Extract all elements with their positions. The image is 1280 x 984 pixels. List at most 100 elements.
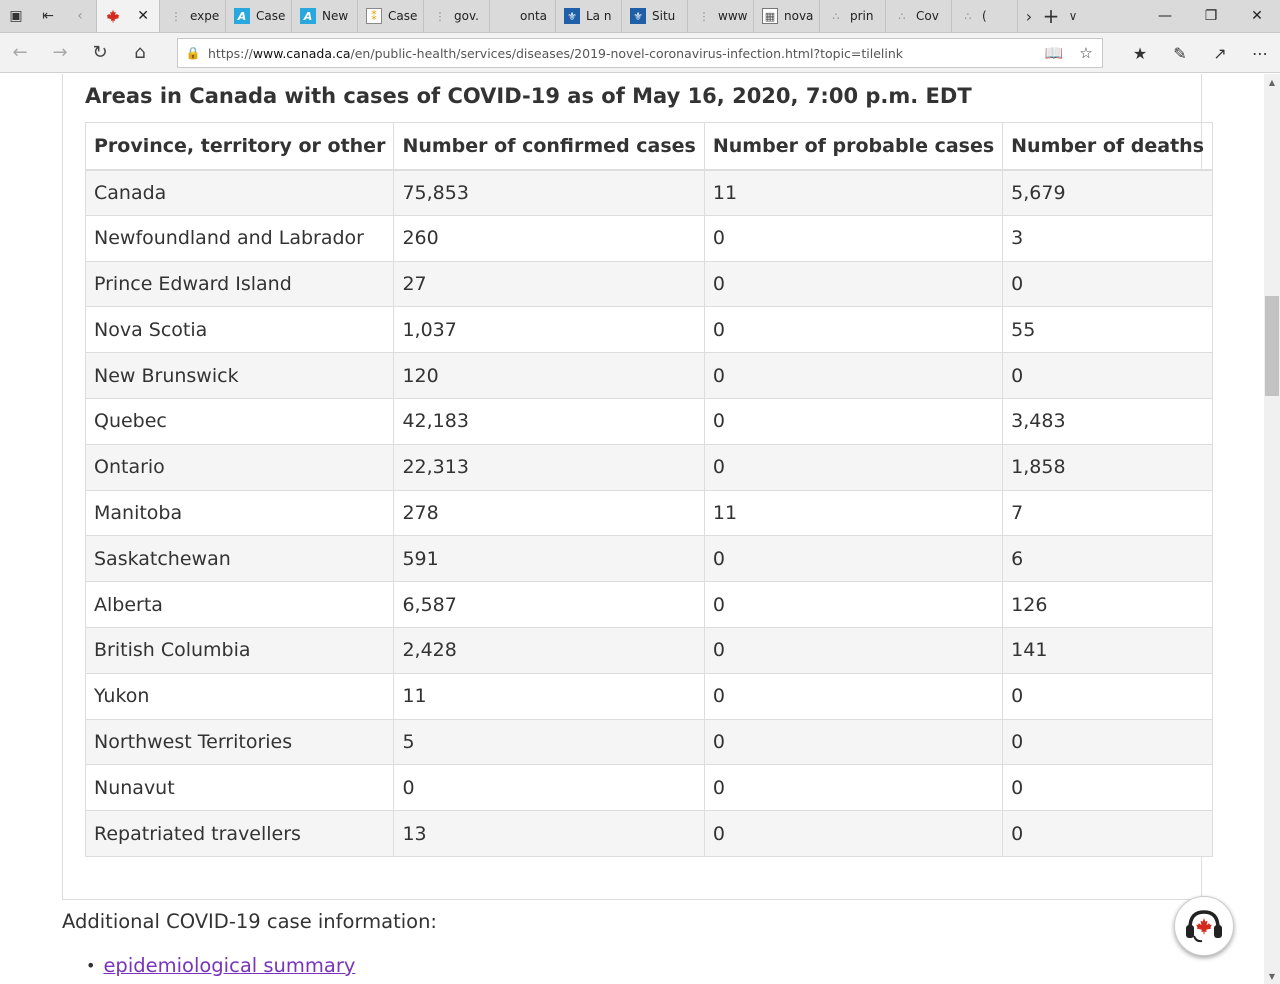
- tab-label: Case: [256, 9, 286, 23]
- table-cell: Quebec: [84, 397, 395, 445]
- more-icon[interactable]: ⋯: [1252, 43, 1268, 63]
- tab-strip: ▣ ⇤ ‹ ✕ ⋮ expe A Case A New ⁑ Case ⋮ gov. onta ⚜ La …: [0, 0, 1280, 33]
- tab-label: New: [322, 9, 349, 23]
- table-cell: 278: [393, 489, 705, 537]
- table-cell: 3: [1002, 214, 1214, 262]
- table-cell: 0: [703, 260, 1004, 308]
- tab[interactable]: ⋮ expe: [160, 0, 226, 32]
- fleur-icon: ⚜: [564, 8, 580, 24]
- table-cell: 11: [393, 672, 705, 720]
- tab-label: nova: [784, 9, 814, 23]
- table-cell: 11: [703, 169, 1004, 216]
- table-row: Yukon 11 0 0: [84, 672, 1214, 720]
- tab[interactable]: ⁑ Case: [358, 0, 424, 32]
- tab-label: Cov: [916, 9, 939, 23]
- tab[interactable]: A New: [292, 0, 358, 32]
- table-cell: 0: [703, 626, 1004, 674]
- tab[interactable]: ⋮ www: [688, 0, 754, 32]
- table-cell: 126: [1002, 581, 1214, 628]
- table-cell: 0: [703, 443, 1004, 491]
- chat-support-button[interactable]: [1174, 896, 1234, 956]
- url-field[interactable]: 🔒 https://www.canada.ca/en/public-health…: [177, 38, 1103, 68]
- tab[interactable]: ∴ prin: [820, 0, 886, 32]
- forward-icon[interactable]: →: [52, 42, 68, 63]
- table-row: Nova Scotia 1,037 0 55: [84, 306, 1214, 354]
- blank-icon: [498, 8, 514, 24]
- table-row: Quebec 42,183 0 3,483: [84, 397, 1214, 445]
- table-row: Alberta 6,587 0 126: [84, 581, 1214, 628]
- column-header: Number of probable cases: [703, 122, 1004, 171]
- page-scrollbar[interactable]: ▲ ▼: [1264, 74, 1280, 984]
- table-cell: Alberta: [84, 581, 395, 628]
- loading-icon: ∴: [964, 9, 972, 23]
- table-row: Ontario 22,313 0 1,858: [84, 443, 1214, 491]
- scroll-up-arrow-icon[interactable]: ▲: [1268, 77, 1276, 87]
- address-bar-row: ← → ↻ ⌂ 🔒 https://www.canada.ca/en/publi…: [0, 33, 1280, 73]
- table-cell: 141: [1002, 626, 1214, 674]
- table-cell: 0: [1002, 260, 1214, 308]
- table-cell: 55: [1002, 306, 1214, 354]
- scroll-tabs-left-icon[interactable]: ‹: [77, 8, 83, 24]
- scroll-tabs-right-icon[interactable]: ›: [1025, 6, 1033, 26]
- table-cell: 0: [703, 672, 1004, 720]
- table-cell: 0: [1002, 352, 1214, 399]
- table-row: Manitoba 278 11 7: [84, 489, 1214, 537]
- pen-icon[interactable]: ✎: [1173, 43, 1187, 63]
- home-icon[interactable]: ⌂: [134, 42, 146, 63]
- close-window-icon[interactable]: ✕: [1251, 8, 1263, 24]
- scroll-down-arrow-icon[interactable]: ▼: [1268, 971, 1276, 981]
- close-tab-icon[interactable]: ✕: [137, 8, 149, 24]
- column-header: Province, territory or other: [84, 122, 395, 171]
- list-item: • epidemiological summary: [86, 954, 355, 977]
- epidemiological-summary-link[interactable]: epidemiological summary: [103, 954, 356, 977]
- fleur-icon: ⚜: [630, 8, 646, 24]
- table-cell: 27: [393, 260, 705, 308]
- table-row: Prince Edward Island 27 0 0: [84, 260, 1214, 308]
- table-cell: 6: [1002, 535, 1214, 583]
- tab-actions-icon[interactable]: ▣: [9, 8, 23, 24]
- table-cell: Prince Edward Island: [84, 260, 395, 308]
- restore-icon[interactable]: ❐: [1204, 8, 1218, 24]
- tab-label: Case: [388, 9, 418, 23]
- table-cell: 0: [703, 581, 1004, 628]
- tab[interactable]: ⋮ gov.: [424, 0, 490, 32]
- tab[interactable]: ⚜ Situ: [622, 0, 688, 32]
- table-row: Newfoundland and Labrador 260 0 3: [84, 214, 1214, 262]
- tab[interactable]: ⚜ La n: [556, 0, 622, 32]
- table-cell: 13: [393, 810, 705, 857]
- tab-active-canada[interactable]: ✕: [96, 0, 160, 32]
- table-cell: 7: [1002, 489, 1214, 537]
- table-cell: New Brunswick: [84, 352, 395, 399]
- tab-label: prin: [850, 9, 874, 23]
- tab-list-chevron-icon[interactable]: ∨: [1068, 9, 1078, 23]
- column-header: Number of deaths: [1002, 122, 1214, 171]
- favorites-hub-icon[interactable]: ★: [1132, 43, 1148, 63]
- set-tabs-aside-icon[interactable]: ⇤: [42, 8, 54, 24]
- table-cell: Canada: [84, 169, 395, 216]
- tab[interactable]: A Case: [226, 0, 292, 32]
- tab-label: (: [982, 9, 987, 23]
- tab-label: expe: [190, 9, 220, 23]
- table-cell: Manitoba: [84, 489, 395, 537]
- tab[interactable]: ▦ nova: [754, 0, 820, 32]
- tab[interactable]: ∴(: [952, 0, 1018, 32]
- bullet-icon: •: [86, 956, 96, 975]
- favorite-star-icon[interactable]: ☆: [1079, 44, 1093, 62]
- headset-maple-icon: [1186, 910, 1222, 943]
- tab[interactable]: ∴ Cov: [886, 0, 952, 32]
- table-cell: 1,858: [1002, 443, 1214, 491]
- table-cell: 591: [393, 535, 705, 583]
- scroll-thumb[interactable]: [1265, 296, 1279, 396]
- table-cell: 0: [1002, 672, 1214, 720]
- back-icon[interactable]: ←: [12, 42, 28, 63]
- reading-view-icon[interactable]: 📖: [1044, 44, 1064, 62]
- table-row: Saskatchewan 591 0 6: [84, 535, 1214, 583]
- refresh-icon[interactable]: ↻: [92, 42, 108, 63]
- minimize-icon[interactable]: —: [1158, 8, 1172, 24]
- table-cell: Ontario: [84, 443, 395, 491]
- new-tab-icon[interactable]: +: [1042, 4, 1060, 28]
- share-icon[interactable]: ↗: [1213, 43, 1227, 63]
- tab[interactable]: onta: [490, 0, 556, 32]
- doc-icon: ⁑: [366, 8, 382, 24]
- table-cell: 2,428: [393, 626, 705, 674]
